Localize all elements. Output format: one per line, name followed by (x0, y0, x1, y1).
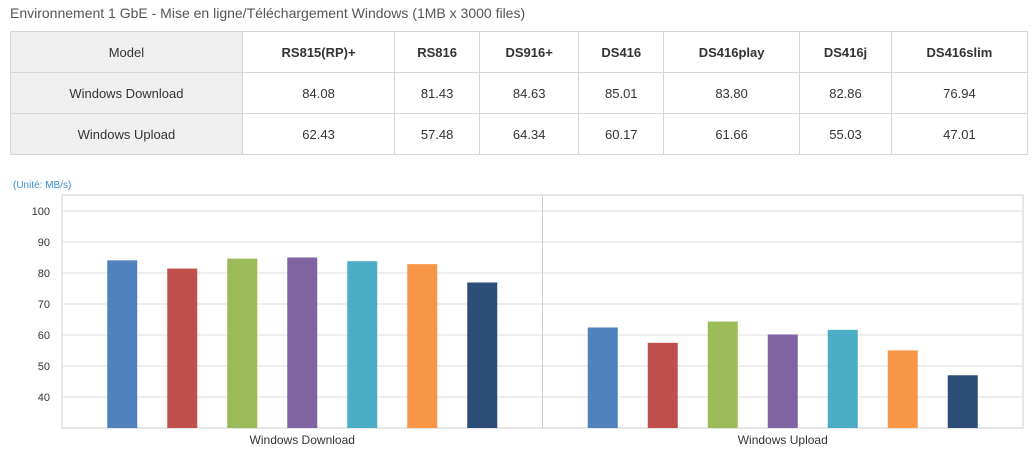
table-corner-header: Model (11, 32, 243, 73)
bar (107, 260, 137, 428)
table-cell: 57.48 (395, 114, 480, 155)
table-cell: 76.94 (891, 73, 1027, 114)
table-cell: 84.08 (242, 73, 394, 114)
table-cell: 64.34 (479, 114, 579, 155)
row-header: Windows Download (11, 73, 243, 114)
column-header: DS416j (800, 32, 892, 73)
bar (948, 375, 978, 428)
table-cell: 55.03 (800, 114, 892, 155)
bar (347, 261, 377, 428)
column-header: RS815(RP)+ (242, 32, 394, 73)
bar (588, 327, 618, 428)
x-tick-label: Windows Download (250, 433, 355, 447)
table-cell: 47.01 (891, 114, 1027, 155)
bar-chart: 40 50 60 70 80 90 100 Windows Download Windows U… (0, 190, 1033, 457)
table-cell: 81.43 (395, 73, 480, 114)
bar (828, 330, 858, 428)
y-tick-label: 50 (38, 361, 50, 373)
y-tick-label: 40 (38, 392, 50, 404)
table-row: Windows Upload 62.43 57.48 64.34 60.17 6… (11, 114, 1028, 155)
table-cell: 82.86 (800, 73, 892, 114)
y-tick-label: 100 (32, 206, 50, 218)
bar (648, 343, 678, 428)
column-header: RS816 (395, 32, 480, 73)
row-header: Windows Upload (11, 114, 243, 155)
bar (768, 334, 798, 428)
table-cell: 61.66 (664, 114, 800, 155)
table-row: Windows Download 84.08 81.43 84.63 85.01… (11, 73, 1028, 114)
table-cell: 84.63 (479, 73, 579, 114)
bar (467, 282, 497, 428)
x-tick-label: Windows Upload (738, 433, 828, 447)
column-header: DS416 (579, 32, 664, 73)
column-header: DS916+ (479, 32, 579, 73)
table-cell: 85.01 (579, 73, 664, 114)
bar (287, 257, 317, 428)
bar (227, 259, 257, 428)
table-header-row: Model RS815(RP)+ RS816 DS916+ DS416 DS41… (11, 32, 1028, 73)
y-tick-label: 70 (38, 299, 50, 311)
bar (167, 269, 197, 428)
column-header: DS416play (664, 32, 800, 73)
bar (888, 350, 918, 428)
y-tick-label: 90 (38, 237, 50, 249)
table-cell: 60.17 (579, 114, 664, 155)
column-header: DS416slim (891, 32, 1027, 73)
bar (708, 322, 738, 428)
y-tick-label: 60 (38, 330, 50, 342)
bar (407, 264, 437, 428)
benchmark-table: Model RS815(RP)+ RS816 DS916+ DS416 DS41… (10, 31, 1028, 155)
table-cell: 62.43 (242, 114, 394, 155)
table-cell: 83.80 (664, 73, 800, 114)
y-tick-label: 80 (38, 268, 50, 280)
page-title: Environnement 1 GbE - Mise en ligne/Télé… (10, 5, 525, 21)
